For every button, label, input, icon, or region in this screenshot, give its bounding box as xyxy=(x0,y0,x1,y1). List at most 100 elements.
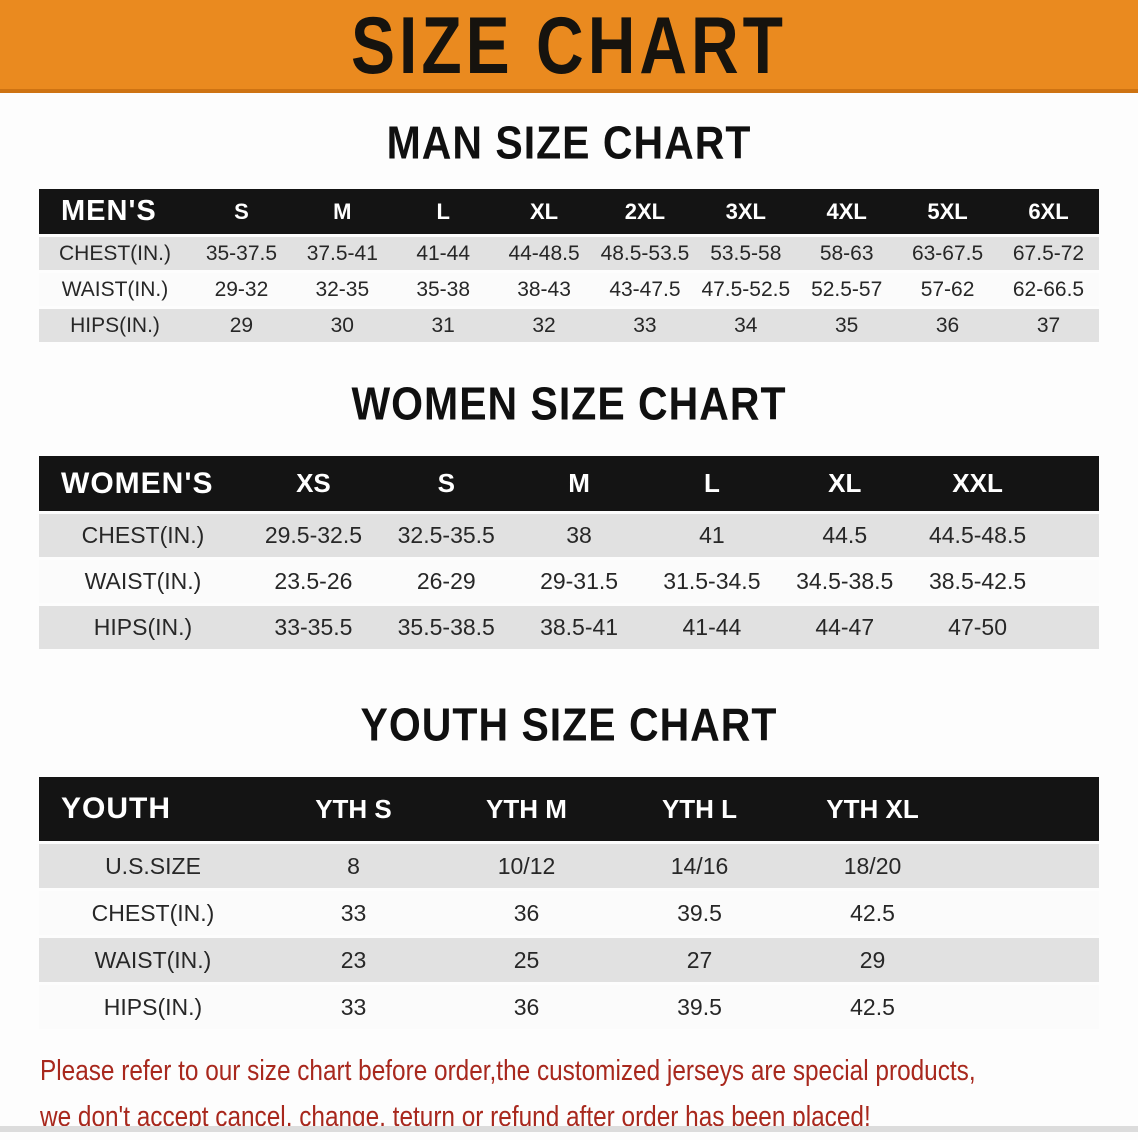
size-cell: 33-35.5 xyxy=(247,606,380,649)
men-chest-row: CHEST(IN.) 35-37.5 37.5-41 41-44 44-48.5… xyxy=(39,237,1099,270)
size-cell: 18/20 xyxy=(786,844,959,888)
size-cell: 35.5-38.5 xyxy=(379,606,513,649)
spacer-cell xyxy=(959,844,1099,888)
spacer-cell xyxy=(959,938,1099,982)
size-cell: 26-29 xyxy=(379,560,513,603)
size-column-header: XL xyxy=(493,189,595,234)
disclaimer: Please refer to our size chart before or… xyxy=(40,1048,1138,1140)
size-cell: 34.5-38.5 xyxy=(778,560,912,603)
women-chest-row: CHEST(IN.) 29.5-32.5 32.5-35.5 38 41 44.… xyxy=(39,514,1099,557)
size-cell: 8 xyxy=(267,844,440,888)
size-cell: 30 xyxy=(291,309,393,342)
size-cell: 39.5 xyxy=(613,985,786,1029)
size-cell: 41 xyxy=(645,514,779,557)
youth-chest-row: CHEST(IN.) 33 36 39.5 42.5 xyxy=(39,891,1099,935)
size-cell: 43-47.5 xyxy=(594,273,696,306)
size-cell: 36 xyxy=(897,309,998,342)
size-column-header: S xyxy=(191,189,292,234)
size-cell: 32-35 xyxy=(291,273,393,306)
row-label: U.S.SIZE xyxy=(39,844,267,888)
women-header-row: WOMEN'S XS S M L XL XXL xyxy=(39,456,1099,511)
size-cell: 29-32 xyxy=(191,273,292,306)
size-cell: 58-63 xyxy=(796,237,898,270)
spacer-cell xyxy=(959,891,1099,935)
size-cell: 47.5-52.5 xyxy=(695,273,797,306)
spacer-cell xyxy=(1044,606,1099,649)
disclaimer-line-2: we don't accept cancel, change, teturn o… xyxy=(40,1101,871,1133)
size-column-header: 4XL xyxy=(796,189,898,234)
size-column-header: 6XL xyxy=(998,189,1099,234)
size-cell: 57-62 xyxy=(897,273,998,306)
youth-hips-row: HIPS(IN.) 33 36 39.5 42.5 xyxy=(39,985,1099,1029)
size-cell: 53.5-58 xyxy=(695,237,797,270)
size-cell: 42.5 xyxy=(786,891,959,935)
spacer-cell xyxy=(959,777,1099,841)
size-column-header: 5XL xyxy=(897,189,998,234)
youth-ussize-row: U.S.SIZE 8 10/12 14/16 18/20 xyxy=(39,844,1099,888)
size-column-header: YTH S xyxy=(267,777,440,841)
size-cell: 52.5-57 xyxy=(796,273,898,306)
row-label: HIPS(IN.) xyxy=(39,985,267,1029)
size-cell: 29 xyxy=(191,309,292,342)
size-cell: 29 xyxy=(786,938,959,982)
youth-table-title: YOUTH xyxy=(39,777,267,841)
women-size-table: WOMEN'S XS S M L XL XXL CHEST(IN.) 29.5-… xyxy=(39,453,1099,652)
size-column-header: M xyxy=(291,189,393,234)
size-column-header: YTH L xyxy=(613,777,786,841)
youth-section: YOUTH SIZE CHART YOUTH YTH S YTH M YTH L… xyxy=(0,699,1138,1032)
size-cell: 35-38 xyxy=(392,273,494,306)
row-label: HIPS(IN.) xyxy=(39,309,191,342)
women-section: WOMEN SIZE CHART WOMEN'S XS S M L XL XXL… xyxy=(0,378,1138,652)
youth-header-row: YOUTH YTH S YTH M YTH L YTH XL xyxy=(39,777,1099,841)
size-column-header: XS xyxy=(247,456,380,511)
size-cell: 44-47 xyxy=(778,606,912,649)
row-label: CHEST(IN.) xyxy=(39,891,267,935)
size-cell: 44-48.5 xyxy=(493,237,595,270)
size-column-header: XL xyxy=(778,456,912,511)
size-cell: 38.5-42.5 xyxy=(911,560,1044,603)
women-section-heading: WOMEN SIZE CHART xyxy=(351,378,787,430)
row-label: WAIST(IN.) xyxy=(39,273,191,306)
size-column-header: L xyxy=(392,189,494,234)
row-label: HIPS(IN.) xyxy=(39,606,247,649)
youth-section-heading: YOUTH SIZE CHART xyxy=(360,699,778,751)
size-cell: 31.5-34.5 xyxy=(645,560,779,603)
size-cell: 34 xyxy=(695,309,797,342)
size-column-header: 2XL xyxy=(594,189,696,234)
size-column-header: XXL xyxy=(911,456,1044,511)
size-column-header: L xyxy=(645,456,779,511)
size-cell: 23.5-26 xyxy=(247,560,380,603)
youth-size-table: YOUTH YTH S YTH M YTH L YTH XL U.S.SIZE … xyxy=(39,774,1099,1032)
size-cell: 48.5-53.5 xyxy=(594,237,696,270)
size-cell: 36 xyxy=(440,891,613,935)
men-section-heading: MAN SIZE CHART xyxy=(386,117,752,169)
men-size-table: MEN'S S M L XL 2XL 3XL 4XL 5XL 6XL CHEST… xyxy=(39,186,1099,345)
spacer-cell xyxy=(1044,514,1099,557)
spacer-cell xyxy=(1044,560,1099,603)
size-cell: 38.5-41 xyxy=(512,606,646,649)
size-cell: 44.5-48.5 xyxy=(911,514,1044,557)
women-table-title: WOMEN'S xyxy=(39,456,247,511)
size-cell: 32 xyxy=(493,309,595,342)
size-cell: 36 xyxy=(440,985,613,1029)
women-waist-row: WAIST(IN.) 23.5-26 26-29 29-31.5 31.5-34… xyxy=(39,560,1099,603)
size-cell: 47-50 xyxy=(911,606,1044,649)
size-cell: 33 xyxy=(594,309,696,342)
size-cell: 67.5-72 xyxy=(998,237,1099,270)
size-cell: 14/16 xyxy=(613,844,786,888)
size-cell: 25 xyxy=(440,938,613,982)
row-label: WAIST(IN.) xyxy=(39,938,267,982)
size-cell: 37.5-41 xyxy=(291,237,393,270)
size-column-header: YTH XL xyxy=(786,777,959,841)
men-table-title: MEN'S xyxy=(39,189,191,234)
size-cell: 38-43 xyxy=(493,273,595,306)
size-cell: 62-66.5 xyxy=(998,273,1099,306)
size-cell: 29-31.5 xyxy=(512,560,646,603)
men-hips-row: HIPS(IN.) 29 30 31 32 33 34 35 36 37 xyxy=(39,309,1099,342)
disclaimer-line-1: Please refer to our size chart before or… xyxy=(40,1055,976,1087)
size-cell: 42.5 xyxy=(786,985,959,1029)
size-cell: 37 xyxy=(998,309,1099,342)
row-label: CHEST(IN.) xyxy=(39,514,247,557)
size-column-header: YTH M xyxy=(440,777,613,841)
size-cell: 27 xyxy=(613,938,786,982)
